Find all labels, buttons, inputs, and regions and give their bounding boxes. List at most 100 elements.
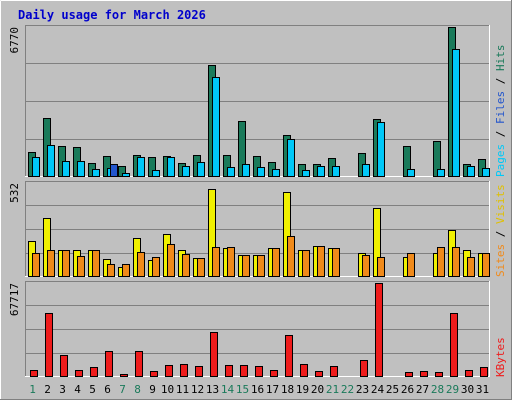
bar-files-day-13 xyxy=(212,77,220,177)
bar-kbytes-day-14 xyxy=(225,365,233,377)
side-legend-files: Files xyxy=(494,91,507,124)
bar-sites-day-4 xyxy=(77,256,85,277)
bar-sites-day-23 xyxy=(362,255,370,277)
bar-sites-day-8 xyxy=(137,252,145,277)
bar-kbytes-day-18 xyxy=(285,335,293,377)
bar-kbytes-day-30 xyxy=(465,370,473,377)
bar-sites-day-19 xyxy=(302,250,310,277)
bar-files-day-2 xyxy=(47,145,55,177)
side-legend-pages: Pages xyxy=(494,144,507,177)
bar-sites-day-18 xyxy=(287,236,295,277)
bar-sites-day-21 xyxy=(332,248,340,277)
bar-files-day-10 xyxy=(167,157,175,177)
day-label-31: 31 xyxy=(476,383,489,396)
bar-sites-day-14 xyxy=(227,247,235,277)
side-legend-visits: Visits xyxy=(494,184,507,224)
bar-files-day-20 xyxy=(317,166,325,177)
bar-files-day-8 xyxy=(137,157,145,177)
bar-kbytes-day-4 xyxy=(75,370,83,377)
bar-pages-day-6 xyxy=(110,164,118,177)
bar-kbytes-day-2 xyxy=(45,313,53,377)
bar-kbytes-day-16 xyxy=(255,366,263,377)
bar-kbytes-day-28 xyxy=(435,372,443,377)
day-label-30: 30 xyxy=(461,383,474,396)
bar-sites-day-9 xyxy=(152,257,160,277)
side-legend-label: Pages / Files / Hits xyxy=(494,45,507,178)
x-axis-day-labels: 1 2 3 4 5 6 7 8 9 10 11 12 13 14 15 16 17 18 19 20 21 22 23 24 2… xyxy=(29,383,489,396)
bar-kbytes-day-27 xyxy=(420,371,428,377)
day-label-17: 17 xyxy=(266,383,279,396)
bar-kbytes-day-23 xyxy=(360,360,368,377)
day-label-4: 4 xyxy=(74,383,81,396)
bar-kbytes-day-21 xyxy=(330,366,338,377)
bar-kbytes-day-20 xyxy=(315,371,323,377)
bar-sites-day-30 xyxy=(467,257,475,277)
bar-sites-day-12 xyxy=(197,258,205,277)
bar-files-day-14 xyxy=(227,167,235,177)
day-label-13: 13 xyxy=(206,383,219,396)
bar-kbytes-day-9 xyxy=(150,371,158,377)
bar-sites-day-13 xyxy=(212,247,220,277)
day-label-25: 25 xyxy=(386,383,399,396)
day-label-3: 3 xyxy=(59,383,66,396)
side-legend-separator: / xyxy=(494,71,507,91)
bar-kbytes-day-8 xyxy=(135,351,143,377)
day-label-1: 1 xyxy=(29,383,36,396)
bar-sites-day-17 xyxy=(272,248,280,277)
bar-kbytes-day-6 xyxy=(105,351,113,377)
bar-files-day-12 xyxy=(197,162,205,177)
day-label-15: 15 xyxy=(236,383,249,396)
bar-sites-day-20 xyxy=(317,246,325,277)
side-legend-sites: Sites xyxy=(494,244,507,277)
bar-files-day-28 xyxy=(437,169,445,177)
day-label-10: 10 xyxy=(161,383,174,396)
bar-files-day-24 xyxy=(377,122,385,177)
bar-sites-day-7 xyxy=(122,264,130,277)
bar-sites-day-1 xyxy=(32,253,40,277)
side-legend-hits: Hits xyxy=(494,45,507,72)
day-label-5: 5 xyxy=(89,383,96,396)
bar-files-day-23 xyxy=(362,164,370,177)
bar-kbytes-day-19 xyxy=(300,364,308,377)
bar-files-day-9 xyxy=(152,170,160,177)
day-label-6: 6 xyxy=(104,383,111,396)
day-label-9: 9 xyxy=(149,383,156,396)
day-label-26: 26 xyxy=(401,383,414,396)
panel-kbytes: 67717 KBytes xyxy=(8,281,507,377)
bar-files-day-30 xyxy=(467,166,475,177)
bar-kbytes-day-13 xyxy=(210,332,218,377)
bar-files-day-19 xyxy=(302,170,310,177)
bar-kbytes-day-1 xyxy=(30,370,38,377)
bar-files-day-11 xyxy=(182,166,190,177)
y-max-label: 67717 xyxy=(8,283,21,316)
bar-files-day-15 xyxy=(242,164,250,177)
bar-sites-day-31 xyxy=(482,253,490,277)
day-label-23: 23 xyxy=(356,383,369,396)
bar-sites-day-11 xyxy=(182,254,190,277)
day-label-8: 8 xyxy=(134,383,141,396)
side-legend-label: KBytes xyxy=(494,337,507,377)
day-label-22: 22 xyxy=(341,383,354,396)
day-label-21: 21 xyxy=(326,383,339,396)
day-label-16: 16 xyxy=(251,383,264,396)
bar-sites-day-26 xyxy=(407,253,415,277)
bar-files-day-3 xyxy=(62,161,70,177)
side-legend-separator: / xyxy=(494,224,507,244)
side-legend-kbytes: KBytes xyxy=(494,337,507,377)
chart-title: Daily usage for March 2026 xyxy=(18,8,206,22)
bar-kbytes-day-24 xyxy=(375,283,383,377)
day-label-7: 7 xyxy=(119,383,126,396)
bar-sites-day-6 xyxy=(107,264,115,277)
panel-visits-sites: 532 Sites / Visits xyxy=(8,181,507,277)
y-max-label: 532 xyxy=(8,183,21,203)
day-label-18: 18 xyxy=(281,383,294,396)
bar-files-day-17 xyxy=(272,169,280,177)
bar-kbytes-day-11 xyxy=(180,364,188,377)
bar-sites-day-10 xyxy=(167,244,175,277)
day-label-20: 20 xyxy=(311,383,324,396)
bar-sites-day-29 xyxy=(452,247,460,277)
bar-files-day-1 xyxy=(32,157,40,177)
day-label-14: 14 xyxy=(221,383,235,396)
bar-files-day-26 xyxy=(407,169,415,177)
